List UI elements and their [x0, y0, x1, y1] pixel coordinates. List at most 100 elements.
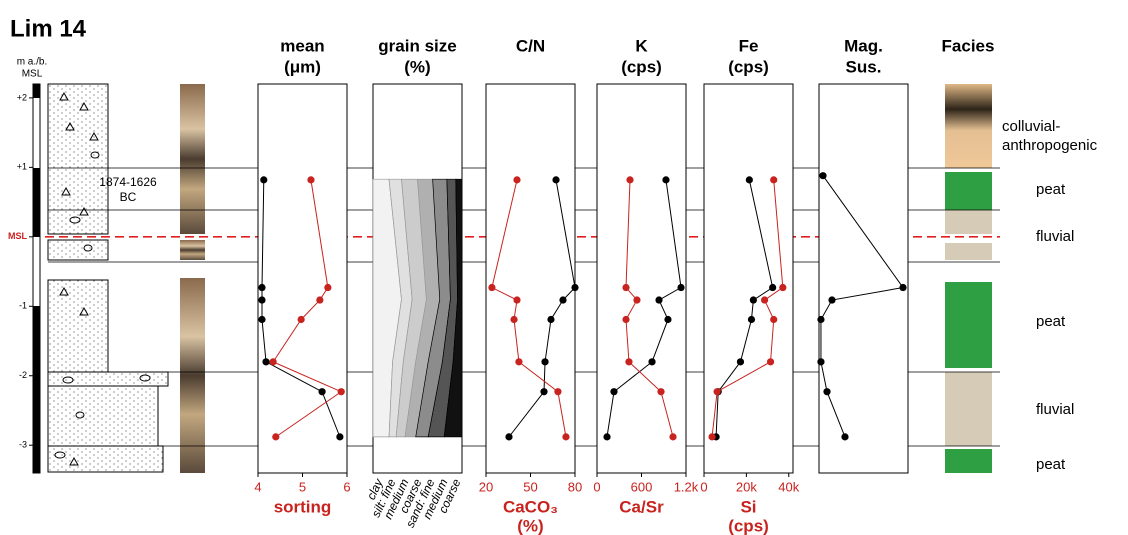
core-photo — [180, 84, 205, 234]
data-point — [708, 433, 716, 441]
facies-label: peat — [1036, 313, 1066, 330]
data-point — [562, 433, 570, 441]
depth-tick-label: MSL — [8, 231, 28, 241]
x-axis-label: CaCO₃ — [503, 497, 558, 516]
panel-header: K — [635, 36, 648, 55]
data-point — [337, 388, 345, 396]
facies-title: Facies — [942, 36, 995, 55]
data-point — [736, 358, 745, 366]
data-point — [610, 388, 618, 396]
data-point — [745, 176, 753, 184]
panel-header: (cps) — [728, 57, 769, 76]
facies-label: peat — [1036, 456, 1066, 473]
data-point — [262, 358, 270, 366]
panel-frame — [703, 83, 794, 474]
data-point — [272, 433, 280, 441]
depth-label: m a./b. — [17, 57, 48, 68]
data-point — [541, 358, 549, 366]
data-point — [662, 176, 670, 184]
data-point — [655, 296, 663, 304]
panel-header: C/N — [516, 36, 545, 55]
core-photo — [180, 278, 205, 473]
panel-header: Fe — [739, 36, 759, 55]
data-point — [770, 315, 778, 324]
age-annotation: 1874-1626 — [99, 175, 157, 189]
grain-size-layer — [443, 178, 463, 438]
panel-header: (cps) — [621, 57, 662, 76]
core-photo — [180, 240, 205, 260]
depth-tick-label: +2 — [17, 92, 27, 102]
panel-header: (%) — [404, 57, 430, 76]
x-tick-label: 0 — [700, 479, 707, 494]
panel-frame — [818, 83, 909, 474]
x-axis-label: (%) — [517, 516, 543, 535]
x-tick-label: 600 — [631, 479, 653, 494]
data-point — [749, 296, 757, 304]
age-annotation: BC — [120, 190, 137, 204]
x-tick-label: 20 — [479, 479, 493, 494]
data-point — [823, 388, 831, 396]
data-point — [828, 296, 836, 304]
data-point — [505, 433, 513, 441]
x-tick-label: 40k — [778, 479, 799, 494]
x-tick-label: 0 — [593, 479, 600, 494]
data-point — [513, 296, 521, 304]
data-point — [540, 388, 548, 396]
data-point — [779, 283, 787, 292]
depth-tick-label: -3 — [19, 440, 27, 450]
data-point — [817, 315, 825, 324]
data-point — [770, 176, 778, 184]
data-point — [547, 315, 555, 324]
data-point — [761, 296, 769, 304]
data-point — [622, 283, 630, 292]
data-point — [603, 433, 611, 441]
depth-bar — [32, 83, 41, 474]
panel-header: Mag. — [844, 36, 883, 55]
data-point — [819, 172, 827, 180]
x-tick-label: 20k — [736, 479, 757, 494]
x-axis-label: Ca/Sr — [619, 497, 664, 516]
data-point — [258, 283, 266, 292]
depth-label: MSL — [22, 69, 43, 80]
facies-label: peat — [1036, 181, 1066, 198]
x-axis-label: Si — [740, 497, 756, 516]
data-point — [258, 296, 266, 304]
data-point — [669, 433, 677, 441]
depth-tick-label: -1 — [19, 301, 27, 311]
x-tick-label: 4 — [254, 479, 261, 494]
x-axis-label: (cps) — [728, 516, 769, 535]
data-point — [571, 283, 579, 292]
facies-label: anthropogenic — [1002, 137, 1098, 154]
x-tick-label: 80 — [568, 479, 582, 494]
data-point — [841, 433, 849, 441]
data-point — [899, 283, 907, 292]
facies-label: fluvial — [1036, 401, 1074, 418]
data-point — [297, 315, 305, 324]
data-point — [260, 176, 268, 184]
data-point — [633, 296, 641, 304]
facies-column — [945, 84, 992, 473]
depth-tick-label: -2 — [19, 370, 27, 380]
data-point — [817, 358, 825, 366]
data-point — [766, 358, 775, 366]
data-point — [324, 283, 332, 292]
depth-tick-label: +1 — [17, 162, 27, 172]
data-point — [488, 283, 496, 292]
data-point — [626, 176, 634, 184]
data-point — [648, 358, 656, 366]
data-point — [769, 283, 777, 292]
lithology — [47, 83, 169, 473]
data-point — [336, 433, 344, 441]
facies-label: fluvial — [1036, 228, 1074, 245]
x-tick-label: 1.2k — [674, 479, 699, 494]
data-point — [677, 283, 685, 292]
x-axis-label: sorting — [274, 497, 332, 516]
panel-frame — [485, 83, 576, 474]
data-point — [625, 358, 633, 366]
data-point — [664, 315, 672, 324]
data-point — [258, 315, 266, 324]
data-point — [657, 388, 665, 396]
data-point — [515, 358, 523, 366]
